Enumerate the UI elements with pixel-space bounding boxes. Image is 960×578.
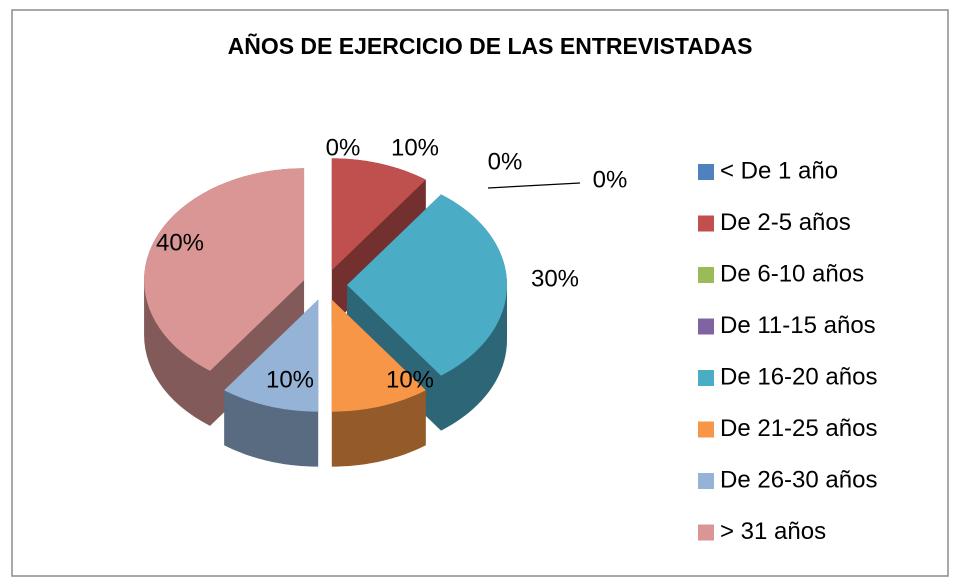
legend-swatch bbox=[698, 421, 714, 438]
data-label: 0% bbox=[488, 148, 523, 175]
legend-label: De 11-15 años bbox=[720, 312, 876, 339]
data-label: 10% bbox=[391, 134, 439, 161]
legend-swatch bbox=[698, 473, 714, 489]
data-label: 0% bbox=[326, 134, 361, 161]
legend-swatch bbox=[698, 370, 714, 386]
data-label: 10% bbox=[386, 366, 434, 393]
legend-label: De 16-20 años bbox=[720, 363, 877, 390]
data-label: 10% bbox=[266, 366, 314, 393]
pie-slice bbox=[331, 299, 426, 412]
data-label: 0% bbox=[593, 166, 628, 193]
leader-line bbox=[487, 182, 581, 189]
legend-swatch bbox=[698, 164, 714, 180]
chart-title: AÑOS DE EJERCICIO DE LAS ENTREVISTADAS bbox=[228, 32, 753, 59]
legend-label: < De 1 año bbox=[720, 157, 838, 184]
data-label: 30% bbox=[531, 265, 579, 292]
legend-swatch bbox=[698, 318, 714, 335]
pie-slice bbox=[347, 194, 507, 376]
legend-label: De 2-5 años bbox=[720, 209, 851, 236]
legend-label: De 21-25 años bbox=[720, 415, 877, 442]
legend-label: De 6-10 años bbox=[720, 260, 864, 287]
pie-slice bbox=[144, 168, 305, 371]
legend-swatch bbox=[698, 267, 714, 283]
data-label: 40% bbox=[156, 229, 204, 256]
legend-swatch bbox=[698, 524, 714, 541]
pie-slice bbox=[331, 158, 426, 271]
pie-slice bbox=[224, 299, 319, 412]
legend-swatch bbox=[698, 215, 714, 232]
legend-label: De 26-30 años bbox=[720, 466, 877, 493]
legend-label: > 31 años bbox=[720, 518, 826, 545]
